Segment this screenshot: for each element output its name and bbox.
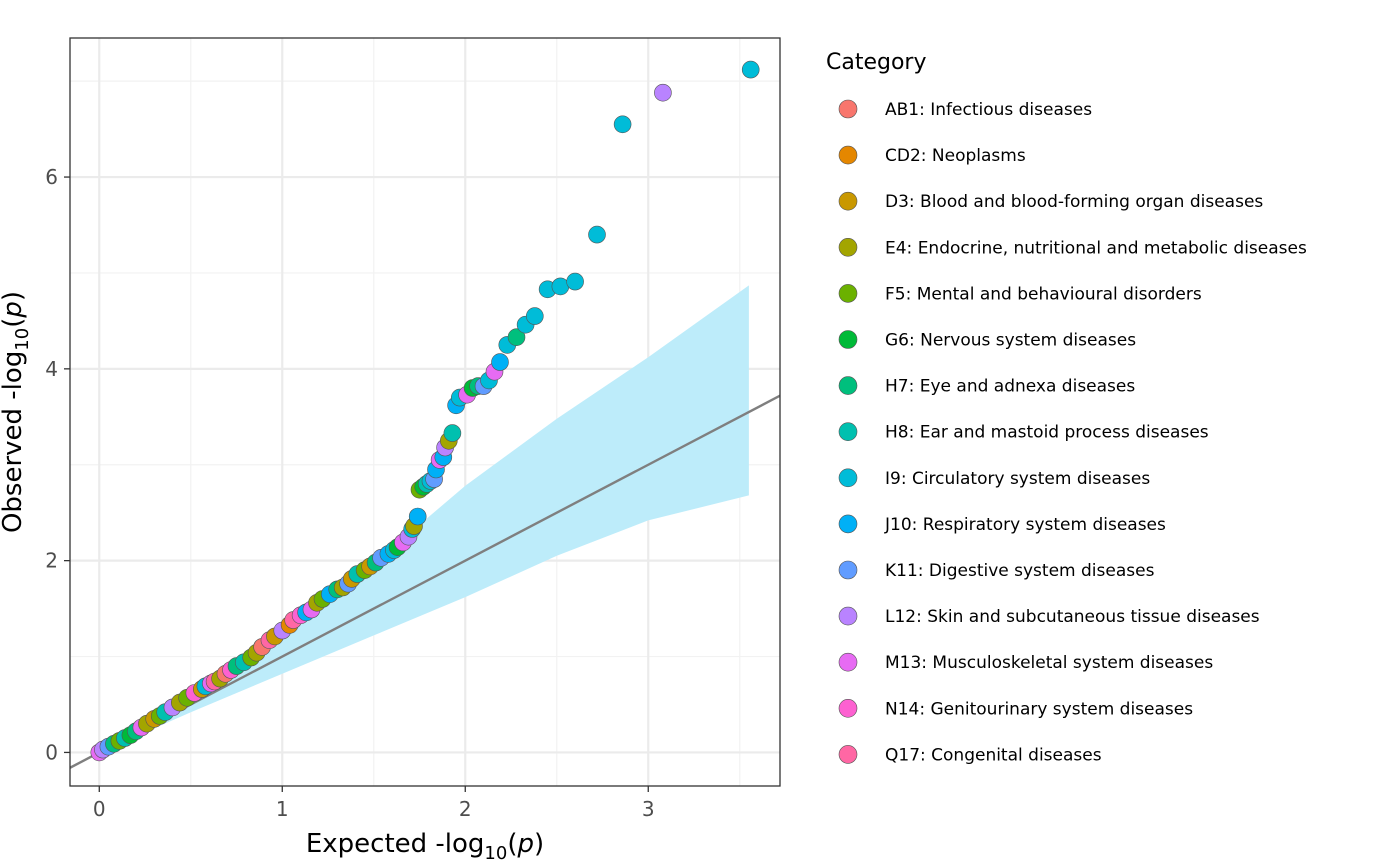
y-axis-title: Observed -log10(p) [0,291,33,533]
data-point [551,277,570,296]
legend-key [838,99,858,119]
legend-title: Category [826,50,927,75]
legend-item: G6: Nervous system diseases [838,330,1136,351]
data-point [408,507,427,526]
data-point [443,424,462,442]
y-axis-title-subscript: 10 [12,328,33,351]
x-axis-title: Expected -log10(p) [306,829,544,864]
plot-panel [70,38,780,786]
legend-label: E4: Endocrine, nutritional and metabolic… [885,238,1307,258]
panel-border [69,37,781,787]
data-point [613,115,632,134]
legend-key [838,238,858,257]
legend-label: F5: Mental and behavioural disorders [885,284,1202,304]
legend-item: L12: Skin and subcutaneous tissue diseas… [838,606,1260,627]
y-axis-title-part: ( [0,318,28,328]
axes: 0 1 2 3 0 2 4 6 [45,37,781,821]
legend-item: D3: Blood and blood-forming organ diseas… [838,191,1263,212]
legend-item: M13: Musculoskeletal system diseases [838,652,1213,673]
y-tick-label: 4 [45,357,58,381]
legend-label: AB1: Infectious diseases [885,100,1092,120]
data-point [654,83,672,102]
confidence-band [99,285,749,753]
legend: Category AB1: Infectious diseases CD2: Ne… [826,50,1307,765]
data-point [741,60,760,79]
legend-key [838,698,858,718]
legend-item: H7: Eye and adnexa diseases [838,376,1135,397]
x-tick-label: 3 [642,797,655,821]
legend-label: CD2: Neoplasms [885,146,1026,166]
legend-label: M13: Musculoskeletal system diseases [885,653,1213,673]
y-tick-label: 0 [45,740,58,764]
data-point [491,353,509,371]
legend-label: D3: Blood and blood-forming organ diseas… [885,192,1263,212]
legend-key [838,376,858,395]
legend-item: E4: Endocrine, nutritional and metabolic… [838,238,1307,258]
legend-label: K11: Digestive system diseases [885,561,1155,581]
x-axis-title-variable: p [516,829,534,859]
legend-item: J10: Respiratory system diseases [838,514,1166,535]
legend-key [838,560,858,580]
legend-item: K11: Digestive system diseases [838,560,1155,581]
y-axis-title-variable: p [0,301,28,319]
legend-key [838,191,858,211]
legend-entries: AB1: Infectious diseases CD2: Neoplasms D3… [838,99,1307,765]
legend-item: I9: Circulatory system diseases [838,468,1150,489]
x-axis-title-part: ) [534,829,544,859]
legend-item: Q17: Congenital diseases [838,745,1102,765]
legend-key [838,745,858,764]
legend-label: H7: Eye and adnexa diseases [885,377,1135,397]
plot-content [70,60,780,769]
legend-item: H8: Ear and mastoid process diseases [838,422,1209,443]
legend-label: J10: Respiratory system diseases [884,515,1166,535]
legend-key [838,284,858,303]
data-point [588,225,606,244]
y-axis-title-part: ) [0,291,28,301]
y-axis-title-part: Observed -log [0,351,28,533]
legend-key [838,514,858,534]
legend-key [838,468,858,488]
x-tick-label: 2 [459,797,472,821]
legend-label: N14: Genitourinary system diseases [885,699,1193,719]
y-tick-label: 6 [45,165,58,189]
x-tick-label: 0 [93,797,106,821]
legend-item: F5: Mental and behavioural disorders [838,284,1202,304]
legend-key [838,145,858,165]
x-axis-title-part: ( [507,829,517,859]
x-axis-title-subscript: 10 [484,843,507,864]
legend-key [838,606,858,626]
legend-key [838,330,858,349]
y-tick-label: 2 [45,549,58,573]
data-point [525,307,544,325]
legend-item: AB1: Infectious diseases [838,99,1092,120]
x-axis-title-part: Expected -log [306,829,485,859]
legend-label: Q17: Congenital diseases [885,745,1102,765]
legend-key [838,422,858,442]
legend-label: G6: Nervous system diseases [885,331,1136,351]
x-tick-label: 1 [276,797,289,821]
data-point [507,328,526,347]
data-point [566,272,584,291]
legend-item: CD2: Neoplasms [838,145,1026,166]
legend-item: N14: Genitourinary system diseases [838,698,1193,719]
legend-key [838,652,858,672]
legend-label: L12: Skin and subcutaneous tissue diseas… [885,607,1260,627]
legend-label: H8: Ear and mastoid process diseases [885,423,1209,443]
legend-label: I9: Circulatory system diseases [885,469,1150,489]
